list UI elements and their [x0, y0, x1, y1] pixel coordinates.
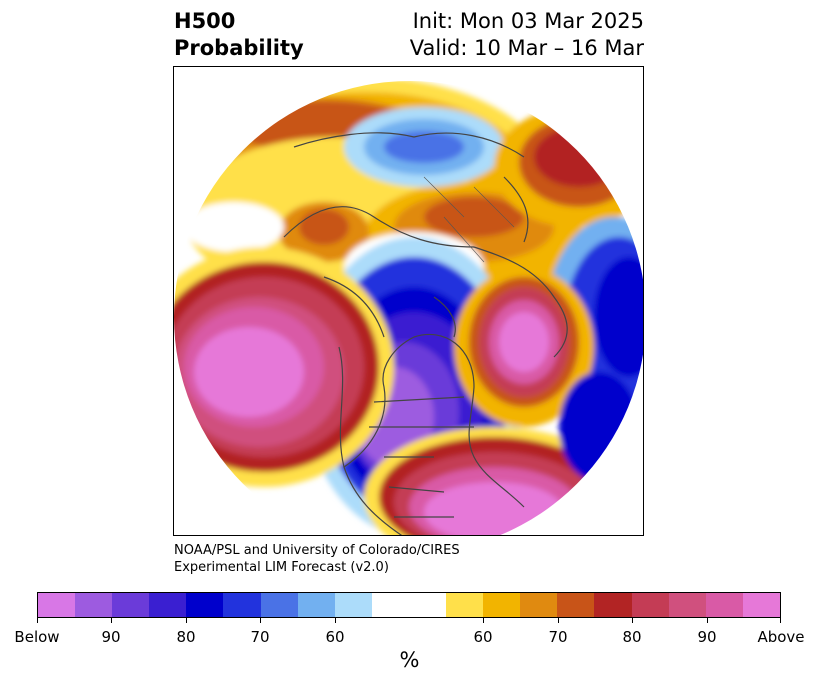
colorbar-swatch-16 [631, 593, 669, 617]
probability-map-graphic [174, 81, 643, 535]
credit-text: NOAA/PSL and University of Colorado/CIRE… [174, 542, 460, 576]
colorbar-swatch-2 [112, 593, 150, 617]
colorbar-swatch-4 [186, 593, 224, 617]
colorbar-tick-4 [335, 618, 336, 623]
colorbar-swatch-17 [668, 593, 706, 617]
polar-map [173, 66, 644, 536]
colorbar-tick-label-8: 90 [697, 628, 717, 646]
colorbar-tick-3 [260, 618, 261, 623]
title-line-1: H500 [174, 9, 236, 33]
colorbar-swatch-3 [149, 593, 187, 617]
colorbar [37, 592, 781, 618]
colorbar-swatch-5 [223, 593, 261, 617]
colorbar-tick-label-1: 90 [101, 628, 121, 646]
colorbar-tick-8 [707, 618, 708, 623]
colorbar-tick-9 [780, 618, 781, 623]
valid-range: Valid: 10 Mar – 16 Mar [409, 36, 644, 60]
colorbar-ticks: Below 90 80 70 60 60 70 80 90 Above [14, 618, 805, 658]
colorbar-unit: % [399, 648, 420, 672]
colorbar-swatch-18 [705, 593, 743, 617]
colorbar-swatch-15 [594, 593, 632, 617]
title-line-2: Probability [174, 36, 304, 60]
colorbar-swatch-19 [742, 593, 780, 617]
forecast-dates: Init: Mon 03 Mar 2025 Valid: 10 Mar – 16… [410, 8, 644, 62]
colorbar-tick-0 [37, 618, 38, 623]
colorbar-swatch-1 [75, 593, 113, 617]
colorbar-tick-2 [186, 618, 187, 623]
colorbar-tick-5 [483, 618, 484, 623]
colorbar-swatch-0 [38, 593, 76, 617]
credit-line-2: Experimental LIM Forecast (v2.0) [174, 560, 389, 575]
chart-title: H500 Probability [174, 8, 304, 62]
colorbar-swatch-12 [483, 593, 521, 617]
colorbar-tick-6 [558, 618, 559, 623]
colorbar-tick-label-7: 80 [622, 628, 642, 646]
colorbar-swatch-14 [557, 593, 595, 617]
colorbar-tick-1 [111, 618, 112, 623]
colorbar-tick-label-2: 80 [176, 628, 196, 646]
colorbar-swatch-9 [371, 593, 409, 617]
colorbar-swatch-7 [297, 593, 335, 617]
colorbar-tick-label-6: 70 [548, 628, 568, 646]
colorbar-swatch-6 [260, 593, 298, 617]
colorbar-tick-label-3: 70 [250, 628, 270, 646]
init-date: Init: Mon 03 Mar 2025 [412, 9, 644, 33]
colorbar-tick-label-4: 60 [325, 628, 345, 646]
colorbar-swatch-10 [408, 593, 447, 617]
colorbar-tick-7 [632, 618, 633, 623]
colorbar-tick-label-5: 60 [473, 628, 493, 646]
colorbar-tick-label-0: Below [14, 628, 60, 646]
colorbar-swatch-13 [520, 593, 558, 617]
colorbar-swatch-8 [334, 593, 372, 617]
colorbar-swatch-11 [446, 593, 484, 617]
credit-line-1: NOAA/PSL and University of Colorado/CIRE… [174, 543, 460, 558]
colorbar-tick-label-9: Above [757, 628, 805, 646]
